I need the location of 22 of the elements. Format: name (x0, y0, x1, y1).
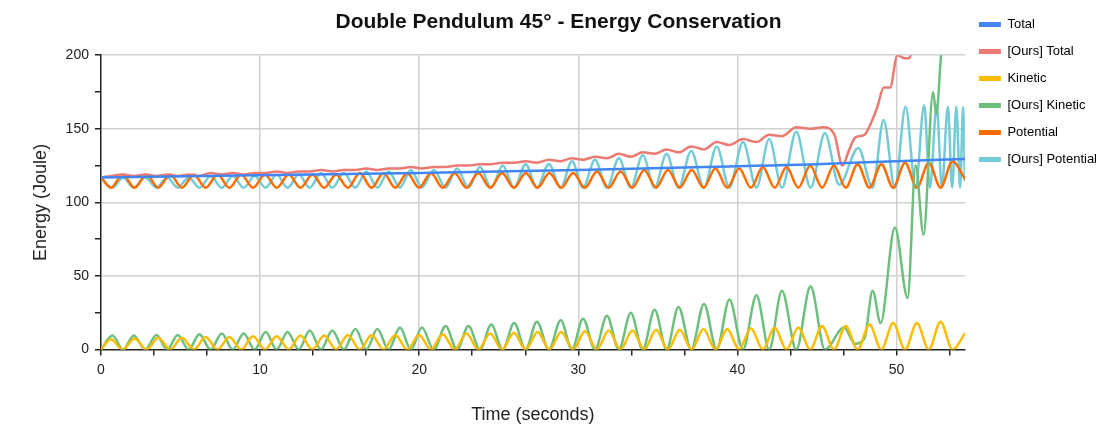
y-tick-label: 200 (65, 46, 90, 63)
x-tick-label: 40 (729, 360, 746, 377)
line-series (100, 157, 965, 179)
legend-label: Total (1007, 16, 1035, 32)
y-tick-label: 100 (65, 193, 90, 210)
y-tick-label: 50 (73, 266, 90, 283)
y-axis-title: Energy (Joule) (29, 143, 50, 261)
legend-label: [Ours] Total (1007, 43, 1074, 59)
x-tick-label: 10 (252, 360, 269, 377)
legend-label: [Ours] Potential (1007, 151, 1098, 167)
x-tick-label: 0 (97, 360, 106, 377)
line-series (100, 159, 965, 189)
x-axis-title: Time (seconds) (471, 404, 595, 425)
y-tick-label: 150 (65, 119, 90, 136)
chart-title: Double Pendulum 45° - Energy Conservation (335, 9, 782, 33)
x-tick-label: 30 (570, 360, 587, 377)
legend-label: Kinetic (1007, 70, 1047, 86)
y-tick-label: 0 (81, 340, 90, 357)
x-tick-label: 50 (888, 360, 905, 377)
legend-label: [Ours] Kinetic (1007, 97, 1086, 113)
x-tick-label: 20 (411, 360, 428, 377)
legend-label: Potential (1007, 124, 1059, 140)
